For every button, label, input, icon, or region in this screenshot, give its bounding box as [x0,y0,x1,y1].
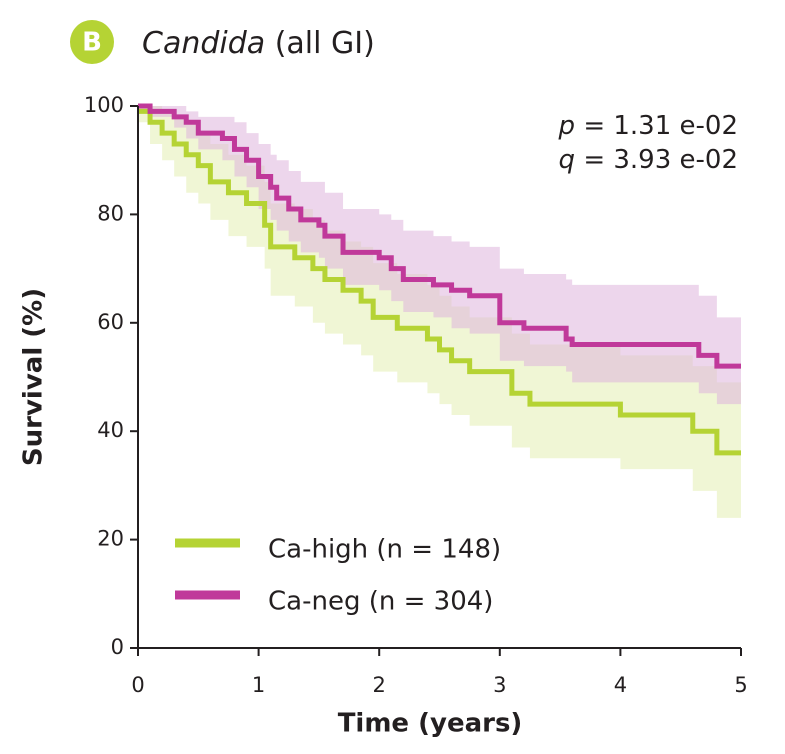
y-tick-label: 100 [84,93,124,117]
chart-title: Candida (all GI) [142,26,375,61]
legend-label: Ca-neg (n = 304) [268,587,493,617]
legend-label: Ca-high (n = 148) [268,535,501,565]
panel-label: B [82,28,102,58]
x-tick-label: 2 [373,673,386,697]
y-tick-label: 60 [97,310,124,334]
survival-line [138,103,741,369]
y-tick-label: 0 [111,635,124,659]
annotation: p = 1.31 e-02 [558,111,738,141]
panel-badge [70,20,114,64]
annotation-text: = 1.31 e-02 [583,111,738,141]
x-tick-label: 0 [131,673,144,697]
y-tick-label: 20 [97,527,124,551]
annotation-symbol: p [558,111,576,141]
x-tick-label: 5 [734,673,747,697]
annotation: q = 3.93 e-02 [559,145,738,175]
title-species: Candida [142,26,265,61]
annotation-symbol: q [559,145,576,175]
title-suffix: (all GI) [275,26,375,61]
y-tick-label: 80 [97,201,124,225]
x-tick-label: 4 [614,673,627,697]
x-axis-label: Time (years) [338,709,523,739]
x-tick-label: 3 [493,673,506,697]
confidence-band [138,106,741,405]
survival-line [138,108,741,456]
y-axis-label: Survival (%) [19,288,49,466]
x-tick-label: 1 [252,673,265,697]
y-tick-label: 40 [97,418,124,442]
annotation-text: = 3.93 e-02 [583,145,738,175]
